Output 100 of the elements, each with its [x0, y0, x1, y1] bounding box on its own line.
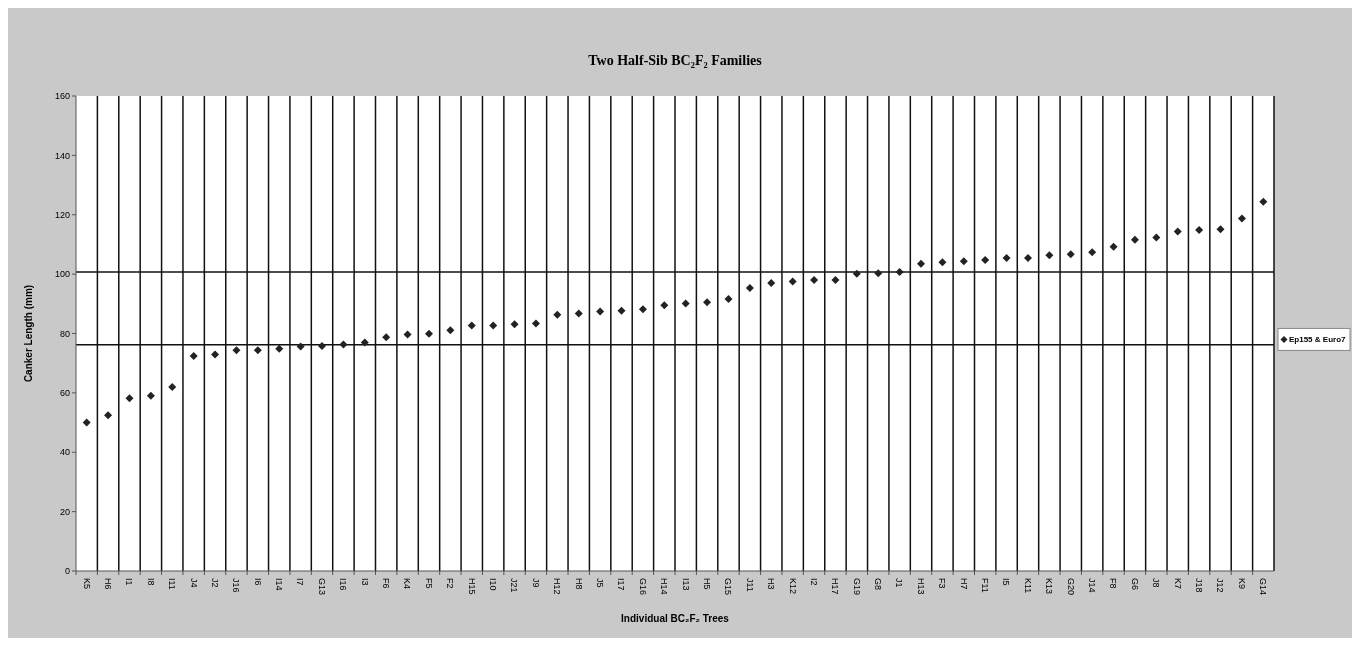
point	[339, 340, 348, 349]
x-tick-label: I2	[808, 578, 819, 586]
point	[467, 321, 476, 330]
point	[788, 277, 797, 286]
x-tick-label: G16	[637, 578, 648, 596]
point	[1216, 225, 1225, 234]
x-tick-label: J5	[594, 578, 605, 588]
point	[146, 391, 155, 400]
x-tick-label: J18	[1193, 578, 1204, 593]
y-tick-label: 140	[54, 150, 70, 161]
point	[596, 307, 605, 316]
point	[104, 411, 113, 420]
legend-label: Ep155 & Euro7	[1289, 335, 1347, 345]
x-tick-label: H17	[830, 578, 841, 595]
y-tick-label: 160	[54, 91, 70, 102]
y-axis-title: Canker Length (mm)	[23, 284, 34, 383]
x-tick-label: I11	[167, 578, 178, 590]
x-tick-label: I3	[359, 578, 370, 586]
point	[617, 306, 626, 315]
x-tick-label: I13	[680, 578, 691, 591]
chart-title: Two Half-Sib BC₂F₂ Families	[588, 53, 763, 68]
point	[917, 259, 926, 268]
point	[1195, 225, 1204, 234]
x-tick-label: H3	[766, 578, 777, 590]
point	[959, 257, 968, 266]
point	[638, 305, 647, 314]
point	[874, 269, 883, 278]
point	[510, 320, 519, 329]
x-tick-label: J1	[894, 578, 905, 588]
x-tick-label: J2	[209, 578, 220, 588]
x-tick-label: H7	[958, 578, 969, 590]
point	[424, 329, 433, 338]
x-tick-label: G15	[723, 578, 734, 596]
point	[403, 330, 412, 339]
y-tick-label: 40	[59, 447, 70, 458]
point	[125, 394, 134, 403]
x-tick-label: I14	[274, 578, 285, 591]
x-tick-label: K11	[1022, 578, 1033, 594]
point	[531, 319, 540, 328]
x-tick-label: K13	[1044, 578, 1055, 595]
x-tick-label: I7	[295, 578, 306, 586]
x-tick-label: G6	[1129, 578, 1140, 591]
point	[895, 268, 904, 277]
y-tick-label: 120	[54, 209, 70, 220]
x-tick-label: H14	[659, 578, 670, 595]
x-tick-label: I6	[252, 578, 263, 586]
x-tick-label: H12	[552, 578, 563, 595]
x-tick-label: H8	[573, 578, 584, 590]
y-tick-label: 60	[59, 388, 70, 399]
point	[489, 321, 498, 330]
point	[360, 338, 369, 347]
x-tick-label: H6	[102, 578, 113, 590]
point	[1237, 214, 1246, 223]
point	[1023, 254, 1032, 263]
point	[1088, 248, 1097, 257]
x-tick-label: I5	[1001, 578, 1012, 586]
point	[446, 326, 455, 335]
point	[660, 301, 669, 310]
x-tick-label: G8	[873, 578, 884, 591]
point	[981, 255, 990, 264]
y-tick-label: 80	[59, 328, 70, 339]
x-tick-label: K9	[1236, 578, 1247, 590]
point	[189, 352, 198, 361]
x-tick-label: J21	[509, 578, 520, 593]
point	[767, 279, 776, 288]
x-tick-label: H13	[915, 578, 926, 595]
point	[1259, 197, 1268, 206]
x-tick-label: I1	[124, 578, 135, 586]
x-tick-label: K12	[787, 578, 798, 595]
point	[852, 269, 861, 278]
point	[168, 382, 177, 391]
x-tick-label: H15	[466, 578, 477, 595]
y-tick-label: 100	[54, 269, 70, 280]
x-tick-label: F8	[1108, 578, 1119, 589]
x-tick-label: J11	[744, 578, 755, 592]
point	[810, 276, 819, 285]
x-tick-label: H5	[701, 578, 712, 590]
point	[382, 333, 391, 342]
x-tick-label: I17	[616, 578, 627, 591]
point	[724, 295, 733, 304]
y-tick-label: 0	[64, 566, 70, 577]
point	[1045, 251, 1054, 260]
point	[1130, 235, 1139, 244]
y-tick-label: 20	[59, 506, 70, 517]
x-tick-label: J4	[188, 578, 199, 588]
point	[938, 258, 947, 267]
x-tick-label: J9	[530, 578, 541, 588]
point	[681, 299, 690, 308]
x-tick-label: J12	[1215, 578, 1226, 593]
point	[232, 346, 241, 355]
point	[296, 342, 305, 351]
point	[1109, 242, 1118, 251]
x-tick-label: F6	[381, 578, 392, 589]
x-tick-label: G13	[316, 578, 327, 596]
point	[831, 276, 840, 285]
point	[553, 310, 562, 319]
x-tick-label: F5	[423, 578, 434, 589]
x-tick-label: J14	[1087, 578, 1098, 593]
point	[1066, 250, 1075, 259]
x-tick-label: G14	[1258, 578, 1269, 596]
